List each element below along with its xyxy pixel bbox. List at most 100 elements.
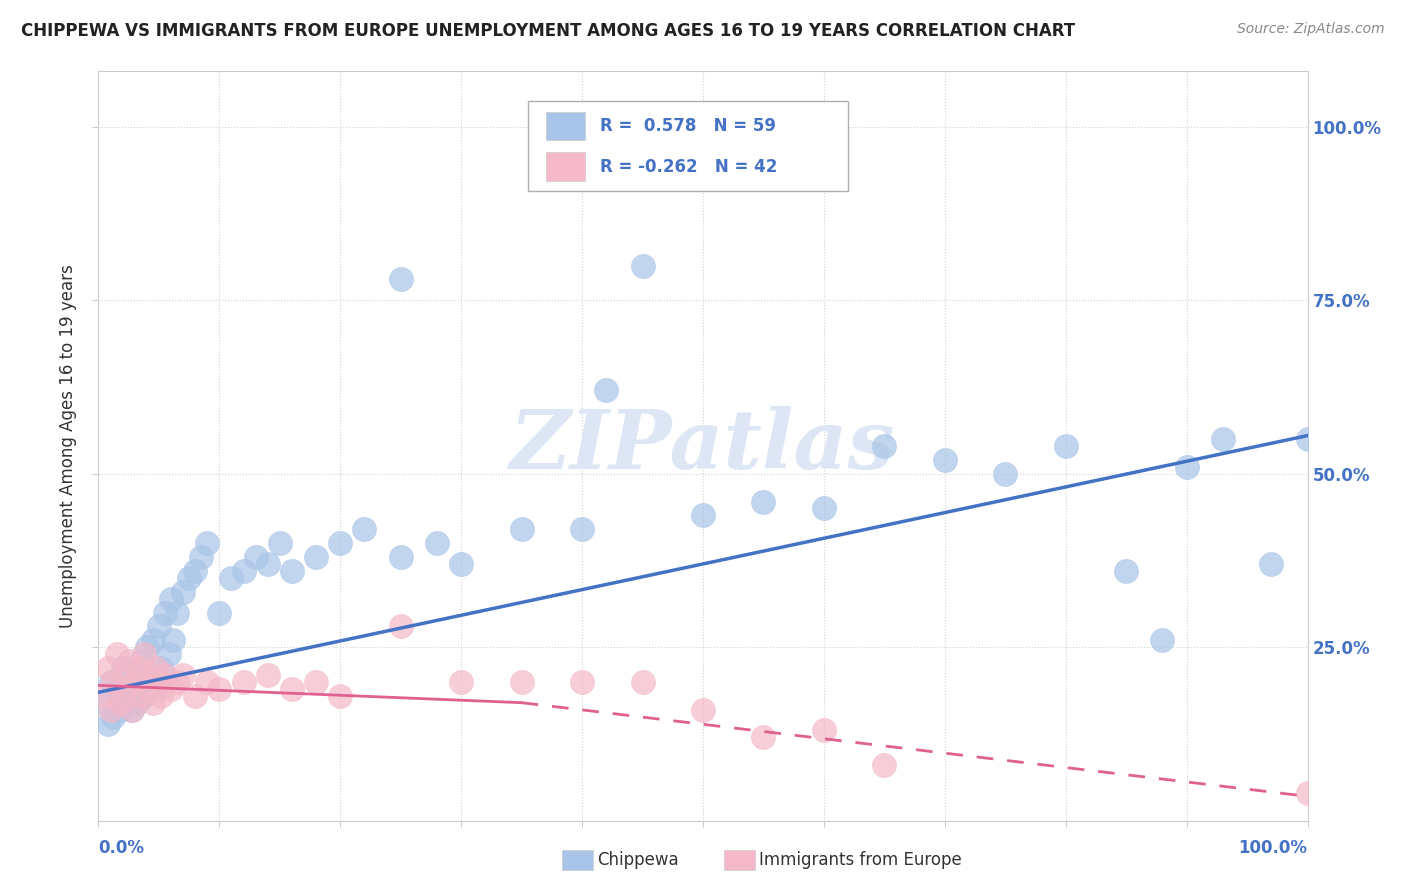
Point: [232, 674, 254, 689]
Point: [256, 668, 278, 682]
Point: [752, 494, 775, 508]
Point: [329, 689, 352, 703]
Point: [93, 696, 115, 710]
Point: [148, 674, 170, 689]
Point: [100, 674, 122, 689]
Point: [305, 674, 328, 689]
Text: R = -0.262   N = 42: R = -0.262 N = 42: [600, 158, 778, 176]
Point: [105, 647, 128, 661]
Point: [108, 696, 131, 710]
Point: [162, 633, 184, 648]
Point: [134, 647, 156, 661]
Point: [195, 536, 218, 550]
Text: 100.0%: 100.0%: [1239, 839, 1308, 857]
Point: [111, 661, 134, 675]
Point: [124, 674, 146, 689]
Point: [150, 689, 173, 703]
Point: [114, 689, 136, 703]
Point: [813, 501, 835, 516]
Point: [129, 689, 152, 703]
Point: [571, 522, 593, 536]
Text: ZIPatlas: ZIPatlas: [510, 406, 896, 486]
Point: [256, 557, 278, 571]
Point: [97, 661, 120, 675]
Point: [166, 674, 188, 689]
Point: [127, 696, 149, 710]
Point: [135, 681, 157, 696]
Point: [281, 681, 304, 696]
Point: [150, 661, 173, 675]
Point: [145, 661, 167, 675]
Point: [195, 674, 218, 689]
Point: [166, 606, 188, 620]
Point: [160, 681, 183, 696]
Point: [135, 640, 157, 655]
Point: [129, 654, 152, 668]
Point: [329, 536, 352, 550]
Point: [118, 654, 141, 668]
Point: [510, 674, 533, 689]
Point: [179, 571, 201, 585]
Point: [114, 681, 136, 696]
Point: [138, 674, 160, 689]
Point: [138, 668, 160, 682]
Point: [873, 758, 896, 772]
Point: [184, 689, 207, 703]
Point: [450, 557, 472, 571]
FancyBboxPatch shape: [546, 153, 585, 181]
Point: [510, 522, 533, 536]
Point: [160, 591, 183, 606]
Y-axis label: Unemployment Among Ages 16 to 19 years: Unemployment Among Ages 16 to 19 years: [59, 264, 77, 628]
Point: [1212, 432, 1234, 446]
Text: Source: ZipAtlas.com: Source: ZipAtlas.com: [1237, 22, 1385, 37]
Point: [426, 536, 449, 550]
Point: [111, 668, 134, 682]
Point: [631, 259, 654, 273]
Point: [281, 564, 304, 578]
Point: [221, 571, 243, 585]
Point: [208, 681, 231, 696]
Point: [134, 689, 156, 703]
Point: [813, 723, 835, 738]
Point: [389, 272, 412, 286]
Text: 0.0%: 0.0%: [98, 839, 145, 857]
Point: [353, 522, 375, 536]
Point: [389, 549, 412, 564]
Point: [692, 703, 714, 717]
Point: [450, 674, 472, 689]
Point: [873, 439, 896, 453]
Point: [389, 619, 412, 633]
Text: Immigrants from Europe: Immigrants from Europe: [759, 851, 962, 869]
Point: [571, 674, 593, 689]
Point: [121, 703, 143, 717]
Point: [305, 549, 328, 564]
Point: [1115, 564, 1137, 578]
Point: [124, 674, 146, 689]
Point: [101, 709, 124, 723]
FancyBboxPatch shape: [527, 102, 848, 191]
Point: [101, 674, 124, 689]
Point: [153, 668, 176, 682]
Text: CHIPPEWA VS IMMIGRANTS FROM EUROPE UNEMPLOYMENT AMONG AGES 16 TO 19 YEARS CORREL: CHIPPEWA VS IMMIGRANTS FROM EUROPE UNEMP…: [21, 22, 1076, 40]
Point: [692, 508, 714, 523]
Point: [595, 384, 617, 398]
Point: [148, 619, 170, 633]
Point: [172, 584, 194, 599]
Point: [184, 564, 207, 578]
Point: [1296, 432, 1319, 446]
Point: [142, 633, 165, 648]
Point: [97, 716, 120, 731]
Point: [118, 668, 141, 682]
Point: [752, 731, 775, 745]
Point: [208, 606, 231, 620]
Point: [108, 703, 131, 717]
Point: [269, 536, 291, 550]
Point: [121, 703, 143, 717]
Point: [1175, 459, 1198, 474]
Point: [232, 564, 254, 578]
Point: [631, 674, 654, 689]
Point: [105, 681, 128, 696]
Point: [172, 668, 194, 682]
FancyBboxPatch shape: [546, 112, 585, 140]
Point: [142, 696, 165, 710]
